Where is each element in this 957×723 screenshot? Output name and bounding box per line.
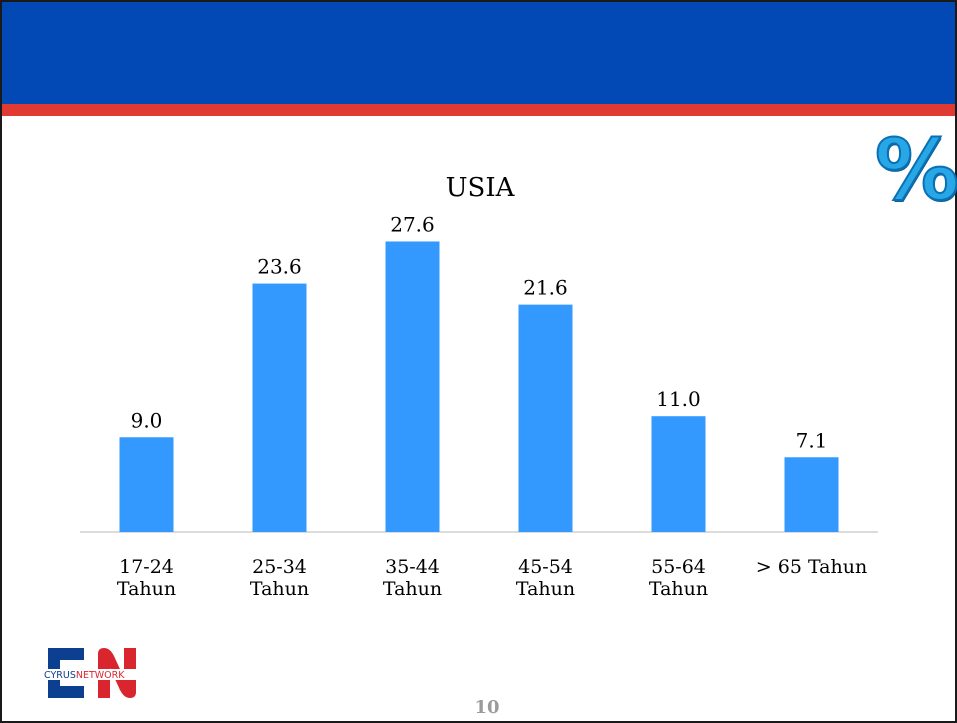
category-label-4-line-1: Tahun (649, 578, 708, 600)
cyrus-network-logo: CYRUSNETWORK (42, 648, 146, 698)
bar-1 (252, 283, 307, 532)
chart-title: USIA (446, 173, 516, 203)
bar-2 (385, 241, 440, 532)
value-label-2: 27.6 (390, 212, 435, 236)
category-label-4-line-0: 55-64 (651, 556, 706, 578)
header-bar (2, 2, 955, 104)
bar-4 (651, 416, 706, 532)
category-label-1-line-0: 25-34 (252, 556, 307, 578)
category-label-3-line-0: 45-54 (518, 556, 573, 578)
value-label-1: 23.6 (257, 255, 302, 279)
category-label-3-line-1: Tahun (516, 578, 575, 600)
category-label-2-line-0: 35-44 (385, 556, 440, 578)
value-label-5: 7.1 (796, 428, 828, 452)
category-labels-group: 17-24Tahun25-34Tahun35-44Tahun45-54Tahun… (117, 556, 867, 600)
bars-group (119, 241, 839, 532)
page-number: 10 (474, 697, 500, 718)
category-label-0-line-1: Tahun (117, 578, 176, 600)
bar-3 (518, 304, 573, 532)
value-label-4: 11.0 (656, 387, 701, 411)
svg-text:CYRUSNETWORK: CYRUSNETWORK (44, 670, 125, 681)
category-label-5-line-0: > 65 Tahun (756, 556, 867, 578)
header-stripe (2, 104, 955, 116)
category-label-2-line-1: Tahun (383, 578, 442, 600)
category-label-1-line-1: Tahun (250, 578, 309, 600)
percent-icon: % (874, 121, 957, 219)
logo-text-network: NETWORK (76, 670, 125, 681)
value-label-0: 9.0 (131, 408, 163, 432)
logo-text-cyrus: CYRUS (44, 670, 76, 681)
value-labels-group: 9.0 23.6 27.6 21.6 11.0 7.1 (131, 212, 828, 452)
category-label-0-line-0: 17-24 (119, 556, 174, 578)
bar-0 (119, 437, 174, 532)
value-label-3: 21.6 (523, 276, 568, 300)
bar-5 (784, 457, 839, 532)
